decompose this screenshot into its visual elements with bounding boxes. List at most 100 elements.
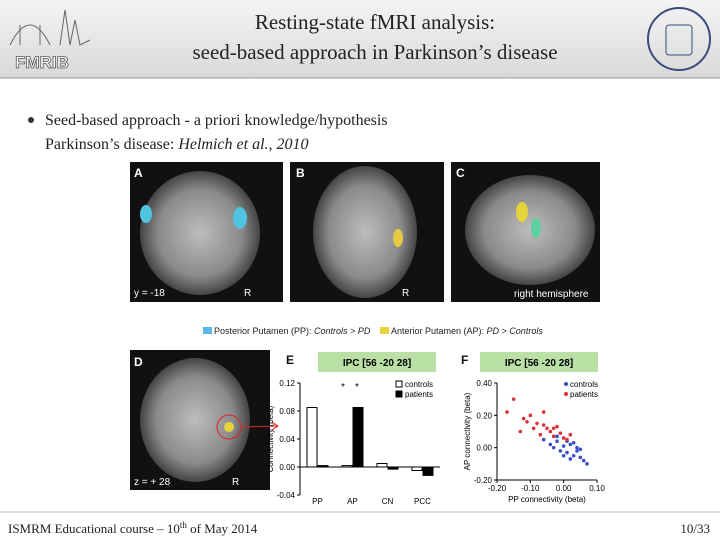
point [538,432,543,437]
footer-sup: th [180,520,188,530]
panel-label: C [456,166,465,180]
bullet-dot [28,117,34,123]
logo-text: FMRIB [15,53,69,72]
bar [317,465,329,468]
x-tick-label: -0.20 [488,484,507,493]
bullet-text: Seed-based approach - a priori knowledge… [45,112,388,129]
chart-title: IPC [56 -20 28] [343,358,411,369]
point [528,413,533,418]
point [578,447,583,452]
point [545,426,549,431]
panel-label: A [134,166,143,180]
bar [341,465,353,468]
footer-text: of May 2014 [187,521,258,536]
image-caption: R [244,288,251,299]
legend-swatch [395,390,403,398]
bar [306,407,318,468]
image-caption: R [232,477,239,488]
crest [647,7,711,71]
point [531,426,536,431]
title-line: seed-based approach in Parkinson’s disea… [192,40,557,64]
y-axis-label: Connectivity (beta) [266,405,275,472]
x-tick-label: CN [382,497,394,506]
footer-text: ISMRM Educational course – 10th of May 2… [8,520,258,536]
point [555,439,559,444]
point [575,445,579,450]
logo-drawing [9,9,91,46]
bar [387,466,399,470]
point [575,449,579,453]
page-number: 10/33 [680,521,710,536]
x-tick-label: PP [312,497,323,506]
point [571,441,576,445]
x-axis-label: PP connectivity (beta) [508,495,586,504]
x-tick-label: -0.10 [521,484,540,493]
header-band [0,0,720,78]
brain-slice [140,171,260,295]
point [558,449,563,453]
legend-label: patients [570,390,598,399]
point [551,434,556,439]
point [548,442,553,447]
y-tick-label: -0.20 [474,476,493,485]
image-caption: z = + 28 [134,477,171,488]
legend-label: controls [405,380,433,389]
legend-text: Controls > PD [314,326,371,336]
image-caption: right hemisphere [514,289,589,300]
citation: Helmich et al., 2010 [177,136,308,153]
activation [531,218,541,238]
activation [224,422,234,432]
point [551,445,556,450]
x-tick-label: AP [347,497,358,506]
point [561,444,566,448]
y-axis-label: AP connectivity (beta) [463,392,472,470]
footer-text: ISMRM Educational course – 10 [8,521,180,536]
title-line: Resting-state fMRI analysis: [255,10,495,34]
bar [422,466,434,476]
point [518,429,523,434]
bullet-text: Parkinson’s disease: Helmich et al., 201… [45,136,309,153]
point [568,457,573,461]
bullet-text: Parkinson’s disease: [45,136,178,153]
annotation: * [355,382,359,393]
legend-text: Posterior Putamen (PP): Controls > PD [214,326,371,336]
bar [352,407,364,468]
point [561,453,566,458]
point [585,462,589,466]
point [558,431,563,435]
legend-label: patients [405,390,433,399]
point [521,416,526,421]
activation [140,205,152,223]
point [568,442,573,447]
point [511,397,516,401]
legend-text: Anterior Putamen (AP): PD > Controls [391,326,543,336]
activation [233,207,247,229]
brain-slice [465,175,595,285]
legend-swatch [564,382,568,386]
legend-swatch [380,327,389,334]
point [578,455,583,460]
legend-label: controls [570,380,598,389]
point [541,437,546,442]
legend-swatch [395,380,403,388]
panel-label: D [134,355,143,369]
legend-swatch [564,392,568,396]
y-tick-label: 0.00 [476,444,492,453]
panel-label: B [296,166,305,180]
bar [376,463,388,468]
y-tick-label: -0.04 [277,491,296,500]
y-tick-label: 0.40 [476,379,492,388]
chart-title-box [318,352,436,372]
crest-shield [665,24,693,56]
legend-text: Anterior Putamen (AP): [391,326,487,336]
panel-label: F [461,353,468,367]
legend-text: Posterior Putamen (PP): [214,326,314,336]
point [505,410,509,414]
point [555,424,559,429]
chart-title-box [480,352,598,372]
activation [393,229,403,247]
point [525,420,529,424]
y-tick-label: 0.20 [476,411,492,420]
panel-label: E [286,353,294,367]
